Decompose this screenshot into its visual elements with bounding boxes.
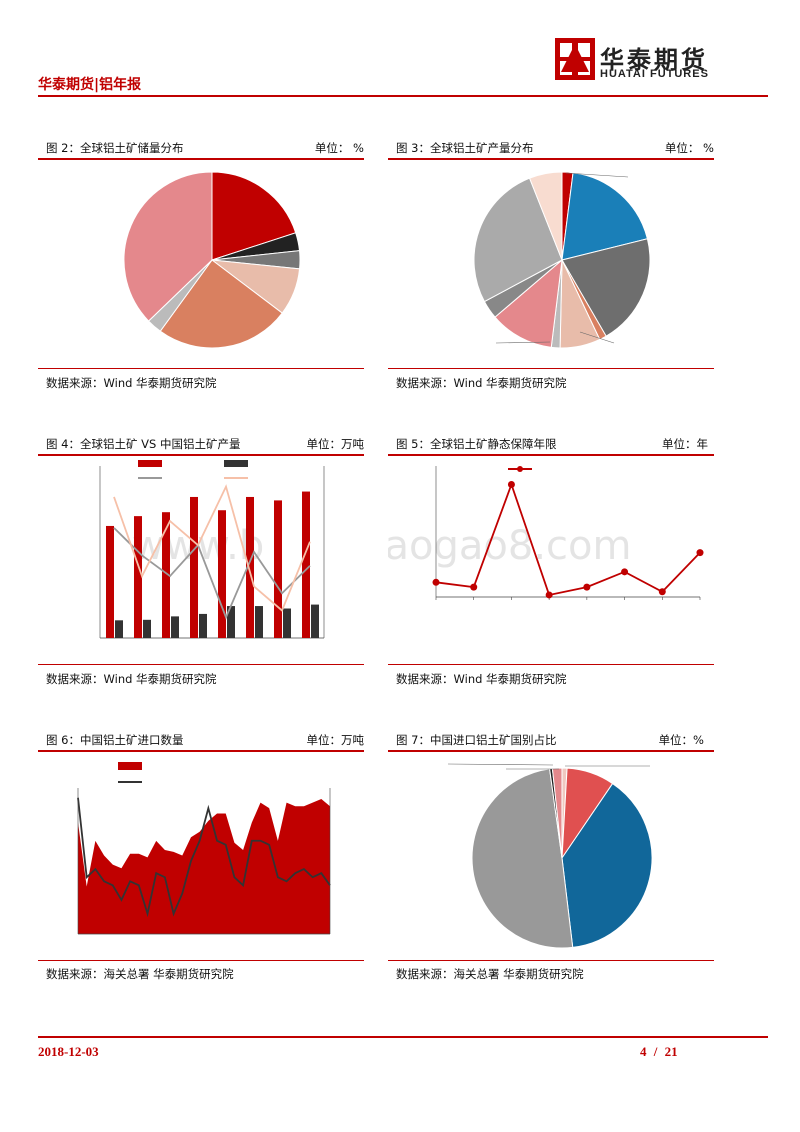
bar-global — [302, 491, 310, 638]
fig2-source: 数据来源：Wind 华泰期货研究院 — [46, 376, 217, 390]
fig2-unit: 单位： % — [314, 141, 364, 155]
fig3-pie-chart — [473, 171, 651, 349]
logo-text-en: HUATAI FUTURES — [600, 68, 709, 80]
fig2-pie-chart — [123, 171, 301, 349]
pie-slice — [211, 171, 297, 261]
fig7-pie-chart — [447, 763, 653, 949]
pie-slice — [561, 238, 651, 337]
data-point — [432, 578, 440, 586]
bar-global — [106, 525, 114, 638]
pie-slice — [561, 782, 653, 948]
footer-date: 2018-12-03 — [38, 1044, 99, 1059]
bar-china — [199, 613, 207, 638]
fig6-title: 图 6：中国铝土矿进口数量 — [46, 733, 184, 747]
fig4-source: 数据来源：Wind 华泰期货研究院 — [46, 672, 217, 686]
line-china-growth — [113, 484, 311, 612]
series-line — [435, 481, 701, 597]
bar-china — [143, 619, 151, 638]
fig3-source: 数据来源：Wind 华泰期货研究院 — [396, 376, 567, 390]
fig4-unit: 单位：万吨 — [306, 437, 365, 451]
data-point — [696, 549, 704, 557]
bar-global — [218, 510, 226, 638]
bar-china — [255, 606, 263, 638]
pie-slice — [123, 171, 213, 322]
bar-global — [162, 512, 170, 638]
legend-marker — [517, 466, 523, 472]
line-yoy — [77, 797, 331, 918]
bar-china — [283, 608, 291, 638]
pie-slice — [473, 177, 563, 303]
logo-text-zh: 华泰期货 — [600, 46, 708, 74]
fig5-source: 数据来源：Wind 华泰期货研究院 — [396, 672, 567, 686]
fig6-area-chart — [77, 762, 331, 935]
legend-swatch — [118, 762, 142, 770]
fig7-source: 数据来源：海关总署 华泰期货研究院 — [396, 967, 584, 981]
fig3-unit: 单位： % — [664, 141, 714, 155]
legend-swatch — [224, 460, 248, 467]
line-global-growth — [113, 527, 311, 620]
header-rule — [38, 95, 768, 97]
data-point — [658, 588, 666, 596]
fig4-bar-chart: www.b — [99, 460, 325, 639]
pie-leader-line — [579, 331, 615, 344]
report-header-title: 华泰期货|铝年报 — [38, 77, 142, 93]
fig7-title: 图 7：中国进口铝土矿国别占比 — [396, 733, 557, 747]
fig6-unit: 单位：万吨 — [306, 733, 365, 747]
bar-china — [227, 606, 235, 638]
bar-global — [134, 516, 142, 638]
bar-global — [246, 496, 254, 638]
pie-slice — [159, 259, 283, 349]
bar-china — [115, 620, 123, 638]
fig2-title: 图 2：全球铝土矿储量分布 — [46, 141, 184, 155]
bar-global — [274, 500, 282, 638]
area-import-volume — [78, 798, 330, 934]
bar-china — [171, 616, 179, 638]
legend-swatch — [138, 460, 162, 467]
data-point — [621, 568, 629, 576]
footer-rule — [38, 1036, 768, 1038]
data-point — [583, 583, 591, 591]
watermark-text: aogao8.com — [388, 523, 631, 569]
pie-slice — [471, 768, 574, 949]
data-point — [545, 591, 553, 599]
fig7-unit: 单位：% — [658, 733, 704, 747]
bar-china — [311, 604, 319, 638]
pie-slice — [551, 767, 563, 859]
huatai-logo-icon — [555, 38, 595, 80]
bar-global — [190, 496, 198, 638]
data-point — [507, 480, 515, 488]
pie-slice — [494, 258, 563, 348]
data-point — [470, 583, 478, 591]
page-number: 4 / 21 — [640, 1044, 678, 1059]
pie-leader-line — [565, 172, 629, 178]
fig3-title: 图 3：全球铝土矿产量分布 — [396, 141, 534, 155]
fig5-unit: 单位：年 — [662, 437, 708, 451]
pie-leader-line — [447, 763, 554, 766]
fig5-title: 图 5：全球铝土矿静态保障年限 — [396, 437, 557, 451]
pie-leader-line — [495, 341, 551, 344]
fig5-line-chart: aogao8.com — [388, 466, 704, 600]
fig6-source: 数据来源：海关总署 华泰期货研究院 — [46, 967, 234, 981]
pie-slice — [528, 171, 563, 261]
fig4-title: 图 4：全球铝土矿 VS 中国铝土矿产量 — [46, 437, 241, 451]
